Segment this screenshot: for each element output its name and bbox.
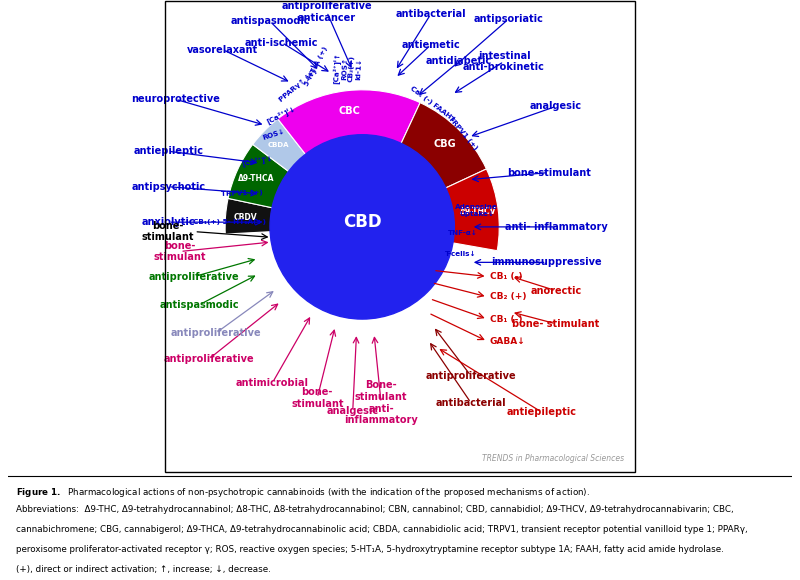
Text: peroxisome proliferator-activated receptor γ; ROS, reactive oxygen species; 5-HT: peroxisome proliferator-activated recept… [16,545,723,554]
Text: Δ9-THCA: Δ9-THCA [238,174,274,183]
Text: antiproliferative: antiproliferative [149,271,240,281]
Text: anti-ischemic: anti-ischemic [245,38,318,48]
Wedge shape [362,103,486,227]
Text: antimicrobial: antimicrobial [236,378,309,388]
Text: TRPV1 (+): TRPV1 (+) [221,189,262,197]
Text: CBG: CBG [434,139,456,149]
Text: antidiabetic: antidiabetic [426,56,492,67]
Text: antiepileptic: antiepileptic [507,407,577,417]
Text: TRENDS in Pharmacological Sciences: TRENDS in Pharmacological Sciences [482,454,625,463]
Text: bone-
stimulant: bone- stimulant [291,387,343,409]
Text: antibacterial: antibacterial [395,9,466,19]
Text: GABA↓: GABA↓ [490,337,526,346]
Text: CB₁ (-): CB₁ (-) [490,272,522,281]
Text: bone-
stimulant: bone- stimulant [142,221,194,242]
Text: PPARγ↑ (+): PPARγ↑ (+) [278,67,318,103]
Text: (+), direct or indirect activation; ↑, increase; ↓, decrease.: (+), direct or indirect activation; ↑, i… [16,565,270,574]
Text: antispasmodic: antispasmodic [230,16,310,26]
Text: TRPV1 (+): TRPV1 (+) [446,115,478,151]
Text: CB₂ (+): CB₂ (+) [490,292,526,302]
Text: bone-
stimulant: bone- stimulant [154,241,206,262]
Text: bone- stimulant: bone- stimulant [512,319,600,329]
Text: CB₁(+) 5- HT₁A(+): CB₁(+) 5- HT₁A(+) [194,219,266,225]
Text: [Ca²⁺]ⁱ↓: [Ca²⁺]ⁱ↓ [241,154,273,168]
Text: Adenosine
Uptake↓: Adenosine Uptake↓ [455,204,498,217]
Text: intestinal
anti-prokinetic: intestinal anti-prokinetic [463,50,545,72]
Text: immunosuppressive: immunosuppressive [491,258,602,267]
Text: antibacterial: antibacterial [435,398,506,408]
Text: 5-HT₁A (+): 5-HT₁A (+) [303,45,329,87]
Text: antiproliferative: antiproliferative [170,328,261,338]
Circle shape [270,135,454,319]
Text: cannabichromene; CBG, cannabigerol; Δ9-THCA, Δ9-tetrahydrocannabinolic acid; CBD: cannabichromene; CBG, cannabigerol; Δ9-T… [16,525,747,534]
Wedge shape [225,198,362,234]
Text: antipsoriatic: antipsoriatic [474,14,544,24]
Text: CBDA: CBDA [268,142,290,148]
Text: analgesic: analgesic [326,406,378,416]
Wedge shape [228,144,362,227]
Text: antipsychotic: antipsychotic [131,182,206,192]
Text: bone-stimulant: bone-stimulant [507,168,591,177]
Text: Ca₁ (-) FAAH↓: Ca₁ (-) FAAH↓ [409,85,457,123]
Text: analgesic: analgesic [530,102,582,111]
Text: Abbreviations:  Δ9-THC, Δ9-tetrahydrocannabinol; Δ8-THC, Δ8-tetrahydrocannabinol: Abbreviations: Δ9-THC, Δ9-tetrahydrocann… [16,505,734,514]
Text: T-cells↓: T-cells↓ [445,251,476,258]
Text: [Ca²⁺]ᴵ↑
ROS↑
CB₂(+)
Id-1↓: [Ca²⁺]ᴵ↑ ROS↑ CB₂(+) Id-1↓ [332,52,362,85]
Text: anorectic: anorectic [530,286,582,296]
Text: CBC: CBC [338,106,360,116]
Text: antiproliferative
anticancer: antiproliferative anticancer [282,1,372,23]
Text: CBDV: CBDV [234,213,258,222]
Text: vasorelaxant: vasorelaxant [187,45,258,55]
Text: antiepileptic: antiepileptic [134,146,203,156]
Text: Δ9-THCV: Δ9-THCV [460,207,496,216]
Text: Bone-
stimulant
anti-
inflammatory: Bone- stimulant anti- inflammatory [344,380,418,425]
Text: CBD: CBD [343,213,382,231]
Text: anti- inflammatory: anti- inflammatory [505,222,607,232]
Text: anxiolytic: anxiolytic [142,217,195,227]
Wedge shape [278,90,420,227]
Wedge shape [362,169,499,251]
Text: $\bf{Figure\ 1.}$  Pharmacological actions of non-psychotropic cannabinoids (wit: $\bf{Figure\ 1.}$ Pharmacological action… [16,485,590,499]
Wedge shape [253,119,362,227]
Text: antispasmodic: antispasmodic [159,300,239,310]
Text: ROS↓: ROS↓ [262,128,285,141]
Text: antiemetic: antiemetic [402,40,460,50]
Text: TNF-α↓: TNF-α↓ [447,230,478,236]
Text: neuroprotective: neuroprotective [131,95,220,104]
Text: antiproliferative: antiproliferative [163,354,254,364]
Text: [Ca²⁺]ᴵ↓: [Ca²⁺]ᴵ↓ [265,104,297,125]
Text: antiproliferative: antiproliferative [426,371,516,381]
Text: CB₁ (-): CB₁ (-) [490,314,522,324]
